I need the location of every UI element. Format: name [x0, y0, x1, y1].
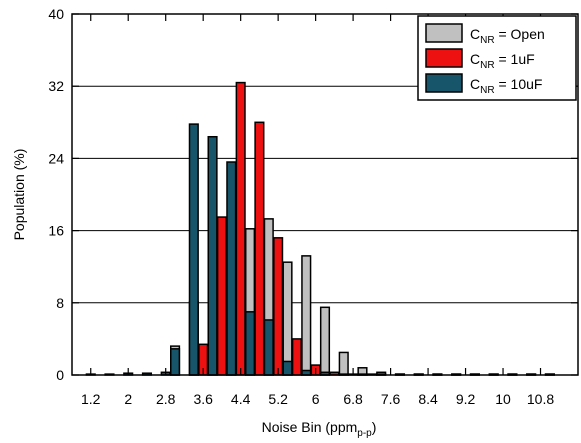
bar-series1-bin-5.6	[291, 338, 302, 376]
x-tick-label-4.4: 4.4	[231, 391, 251, 407]
legend-label-1-pre: C	[470, 51, 480, 67]
x-tick-label-2: 2	[124, 391, 132, 407]
y-tick-label-32: 32	[48, 78, 64, 94]
legend-label-0: CNR = Open	[470, 26, 545, 46]
bar-series0-bin-6.6	[338, 351, 349, 376]
bar-series0-bin-5.4	[282, 261, 293, 376]
bar-series1-bin-4	[216, 216, 227, 376]
bar-series0-bin-6.2	[319, 306, 331, 376]
bar-series2-bin-4.2	[226, 161, 237, 376]
legend-swatch-1	[425, 48, 463, 68]
y-axis-tick-labels: 0 8 16 24 32 40	[48, 6, 64, 383]
bar-series1-bin-5.2	[273, 237, 284, 376]
legend-label-1-post: = 1uF	[495, 51, 535, 67]
legend-label-1: CNR = 1uF	[470, 51, 535, 71]
legend-label-0-post: = Open	[495, 26, 545, 42]
x-tick-label-9.2: 9.2	[456, 391, 476, 407]
bar-series2-bin-4.6	[244, 311, 256, 376]
bars	[85, 81, 555, 376]
x-tick-label-2.8: 2.8	[156, 391, 176, 407]
legend-label-2: CNR = 10uF	[470, 76, 542, 96]
bar-series2-bin-5	[263, 319, 274, 376]
bar-series2-bin-3	[170, 348, 181, 376]
legend-swatch-2	[425, 73, 463, 93]
bar-series2-bin-3.8	[207, 135, 218, 376]
bar-series0-bin-5.8	[301, 255, 312, 376]
legend-label-2-pre: C	[470, 76, 480, 92]
x-tick-label-6: 6	[312, 391, 320, 407]
legend-label-2-post: = 10uF	[495, 76, 543, 92]
legend-label-2-sub: NR	[480, 85, 494, 96]
grid-lines	[72, 85, 578, 304]
x-tick-label-1.2: 1.2	[81, 391, 101, 407]
y-axis-title: Population (%)	[11, 149, 27, 241]
legend-label-0-pre: C	[470, 26, 480, 42]
y-tick-label-16: 16	[48, 223, 64, 239]
x-tick-label-7.6: 7.6	[381, 391, 401, 407]
legend-label-1-sub: NR	[480, 60, 494, 71]
bar-series1-bin-4.4	[235, 81, 246, 376]
x-tick-label-5.2: 5.2	[268, 391, 288, 407]
x-axis-tick-labels: 1.2 2 2.8 3.6 4.4 5.2 6 6.8 7.6 8.4 9.2 10 10.8	[81, 391, 554, 407]
y-tick-label-8: 8	[56, 295, 64, 311]
y-tick-label-0: 0	[56, 367, 64, 383]
x-tick-label-6.8: 6.8	[343, 391, 363, 407]
bar-series1-bin-4.8	[254, 121, 265, 376]
x-axis-title-subscript: p-p	[357, 428, 372, 439]
y-tick-label-40: 40	[48, 6, 64, 22]
plot-area-frame	[71, 13, 579, 376]
x-tick-label-8.4: 8.4	[418, 391, 438, 407]
bar-series2-bin-3.4	[188, 123, 199, 376]
legend-label-0-sub: NR	[480, 35, 494, 46]
x-tick-label-10: 10	[495, 391, 511, 407]
x-axis-title: Noise Bin (ppmp-p)	[262, 419, 377, 439]
x-tick-label-3.6: 3.6	[193, 391, 213, 407]
x-axis-title-close: )	[372, 419, 377, 435]
x-axis-title-main: Noise Bin (ppm	[262, 419, 358, 435]
legend-swatch-0	[425, 23, 463, 43]
x-tick-label-10.8: 10.8	[527, 391, 554, 407]
bar-series2-bin-5.4	[282, 360, 293, 376]
y-tick-label-24: 24	[48, 150, 64, 166]
